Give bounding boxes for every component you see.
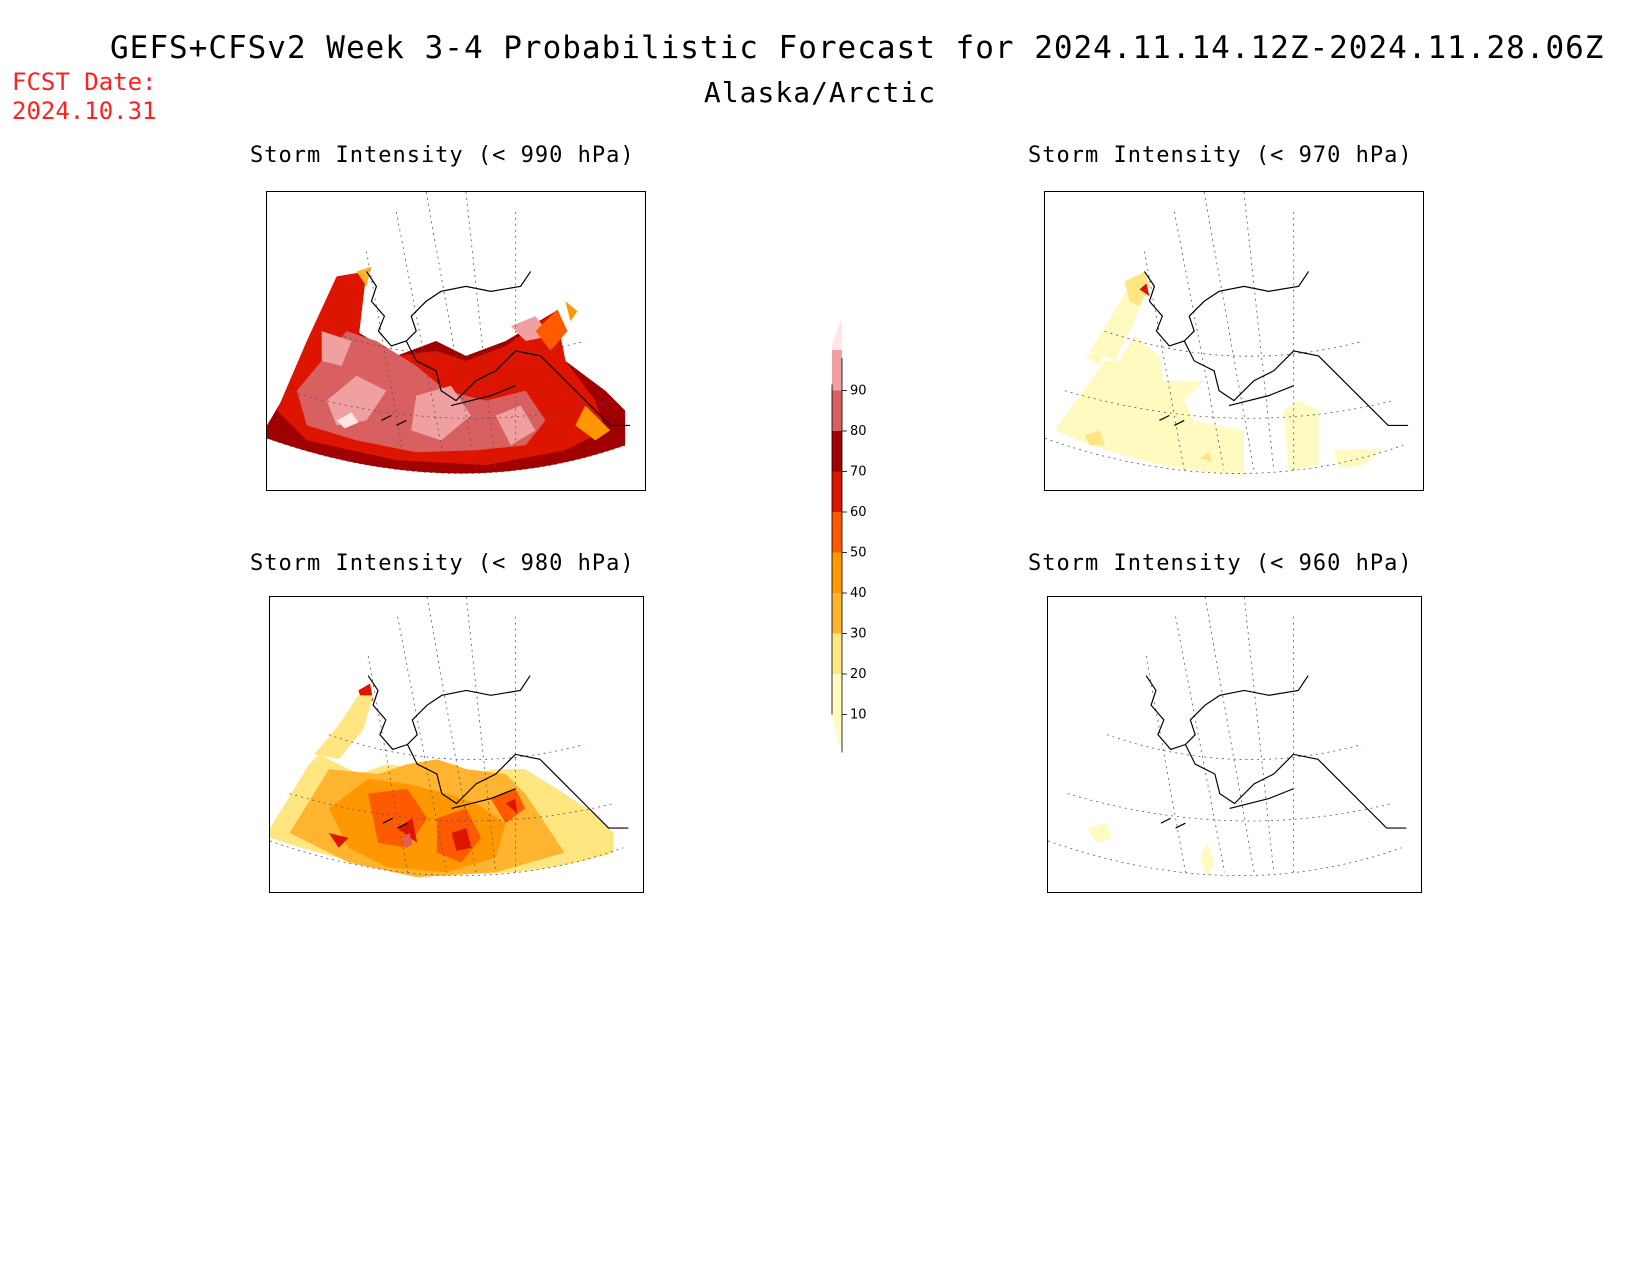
colorbar-label-80: 80: [850, 424, 867, 439]
colorbar-label-30: 30: [850, 627, 867, 642]
region-subtitle: Alaska/Arctic: [703, 76, 937, 109]
colorbar-segment-9: [832, 317, 842, 350]
map-panel-980: [269, 596, 644, 893]
coastline: [365, 271, 631, 427]
colorbar-segment-6: [832, 431, 842, 472]
contour-fill: [1087, 823, 1215, 878]
coastline: [1145, 675, 1407, 829]
colorbar-segment-3: [832, 552, 842, 593]
coastline: [367, 675, 629, 829]
colorbar-label-40: 40: [850, 586, 867, 601]
forecast-date: FCST Date: 2024.10.31: [12, 68, 157, 126]
forecast-date-label: FCST Date:: [12, 68, 157, 96]
colorbar-segment-4: [832, 512, 842, 553]
colorbar-segment-1: [832, 633, 842, 674]
contour-fill: [270, 683, 614, 878]
colorbar-segment-7: [832, 390, 842, 431]
grid-lines: [270, 597, 624, 876]
contour-fill: [267, 266, 626, 474]
panel-title-970: Storm Intensity (< 970 hPa): [1028, 143, 1413, 168]
colorbar-label-70: 70: [850, 465, 867, 480]
map-panel-970: [1044, 191, 1424, 491]
colorbar-svg: 10 20 30 40 50 60 70 80 90: [831, 317, 867, 753]
colorbar-label-90: 90: [850, 384, 867, 399]
map-panel-990: [266, 191, 646, 491]
colorbar-label-50: 50: [850, 546, 867, 561]
contour-fill: [1054, 271, 1384, 476]
panel-title-960: Storm Intensity (< 960 hPa): [1028, 551, 1413, 576]
forecast-date-value: 2024.10.31: [12, 97, 157, 125]
panel-title-990: Storm Intensity (< 990 hPa): [250, 143, 635, 168]
grid-lines: [267, 192, 626, 474]
colorbar-segment-0: [832, 674, 842, 753]
grid-lines: [1045, 192, 1404, 474]
colorbar: 10 20 30 40 50 60 70 80 90: [820, 317, 880, 753]
colorbar-segment-5: [832, 471, 842, 512]
colorbar-label-10: 10: [850, 708, 867, 723]
colorbar-label-20: 20: [850, 667, 867, 682]
colorbar-label-60: 60: [850, 505, 867, 520]
colorbar-segment-8: [832, 350, 842, 391]
coastline: [1143, 271, 1409, 427]
panel-title-980: Storm Intensity (< 980 hPa): [250, 551, 635, 576]
map-panel-960: [1047, 596, 1422, 893]
main-title: GEFS+CFSv2 Week 3-4 Probabilistic Foreca…: [110, 30, 1605, 66]
colorbar-outline: [831, 358, 843, 753]
colorbar-segment-2: [832, 593, 842, 634]
grid-lines: [1048, 597, 1402, 876]
